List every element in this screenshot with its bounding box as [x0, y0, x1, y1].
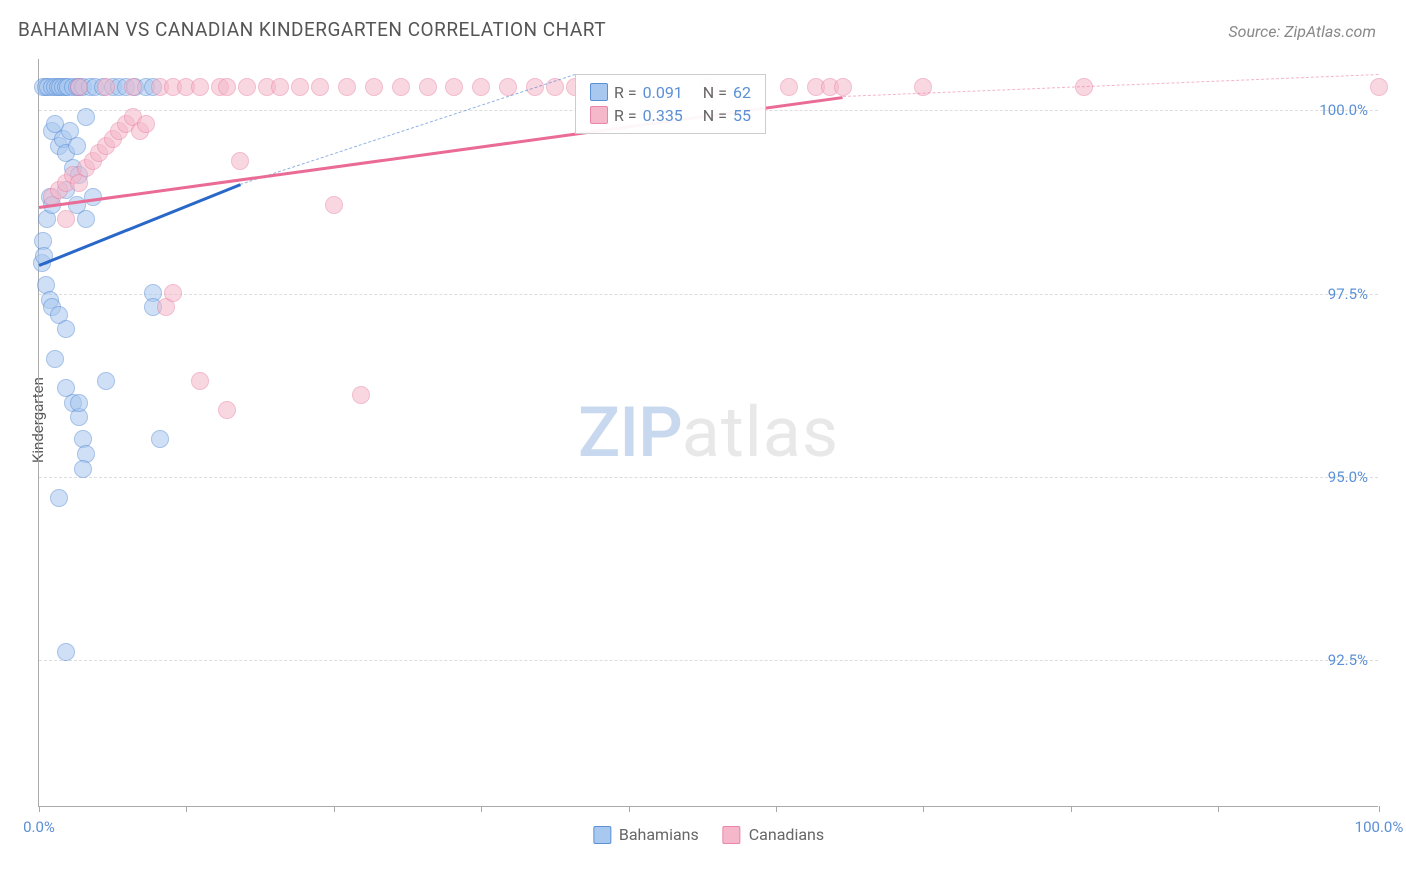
x-tick	[923, 806, 924, 812]
y-tick-label: 97.5%	[1328, 285, 1368, 303]
series-name: Canadians	[749, 825, 824, 844]
legend-swatch	[590, 83, 608, 101]
series-legend-item: Canadians	[723, 825, 824, 844]
stats-legend-row: R = 0.335 N = 55	[590, 104, 751, 127]
data-point	[291, 78, 309, 96]
data-point	[311, 78, 329, 96]
data-point	[164, 284, 182, 302]
data-point	[1370, 78, 1388, 96]
legend-swatch	[593, 826, 611, 844]
data-point	[97, 78, 115, 96]
data-point	[74, 460, 92, 478]
watermark-zip: ZIP	[578, 392, 682, 474]
legend-swatch	[723, 826, 741, 844]
stats-legend-row: R = 0.091 N = 62	[590, 81, 751, 104]
data-point	[137, 115, 155, 133]
x-tick	[1379, 806, 1380, 812]
r-label: R =	[614, 106, 637, 125]
stats-legend: R = 0.091 N = 62 R = 0.335 N = 55	[575, 74, 766, 134]
data-point	[472, 78, 490, 96]
series-name: Bahamians	[619, 825, 699, 844]
data-point	[77, 108, 95, 126]
r-value: 0.091	[643, 83, 683, 102]
x-tick	[1071, 806, 1072, 812]
chart-container: Kindergarten ZIPatlas 92.5%95.0%97.5%100…	[0, 49, 1406, 859]
data-point	[325, 196, 343, 214]
data-point	[124, 78, 142, 96]
data-point	[68, 137, 86, 155]
data-point	[191, 372, 209, 390]
x-tick	[776, 806, 777, 812]
data-point	[151, 430, 169, 448]
x-tick-label: 0.0%	[23, 818, 55, 836]
chart-header: BAHAMIAN VS CANADIAN KINDERGARTEN CORREL…	[0, 0, 1406, 49]
data-point	[445, 78, 463, 96]
series-legend: Bahamians Canadians	[593, 825, 824, 844]
data-point	[238, 78, 256, 96]
y-tick-label: 100.0%	[1319, 101, 1368, 119]
data-point	[392, 78, 410, 96]
data-point	[834, 78, 852, 96]
data-point	[46, 350, 64, 368]
data-point	[57, 643, 75, 661]
data-point	[780, 78, 798, 96]
data-point	[50, 489, 68, 507]
data-point	[97, 372, 115, 390]
plot-area: ZIPatlas 92.5%95.0%97.5%100.0%0.0%100.0%…	[38, 59, 1378, 807]
gridline	[39, 660, 1378, 661]
n-label: N =	[703, 83, 727, 102]
data-point	[70, 394, 88, 412]
n-label: N =	[703, 106, 727, 125]
source-label: Source: ZipAtlas.com	[1228, 22, 1376, 41]
data-point	[77, 210, 95, 228]
x-tick	[629, 806, 630, 812]
data-point	[191, 78, 209, 96]
x-tick	[186, 806, 187, 812]
data-point	[57, 320, 75, 338]
data-point	[338, 78, 356, 96]
x-tick	[39, 806, 40, 812]
n-value: 62	[733, 83, 751, 102]
watermark-atlas: atlas	[682, 392, 839, 474]
n-value: 55	[733, 106, 751, 125]
gridline	[39, 294, 1378, 295]
y-tick-label: 92.5%	[1328, 651, 1368, 669]
x-tick	[334, 806, 335, 812]
data-point	[365, 78, 383, 96]
r-value: 0.335	[643, 106, 683, 125]
legend-swatch	[590, 106, 608, 124]
y-tick-label: 95.0%	[1328, 468, 1368, 486]
data-point	[271, 78, 289, 96]
data-point	[231, 152, 249, 170]
r-label: R =	[614, 83, 637, 102]
data-point	[70, 78, 88, 96]
data-point	[419, 78, 437, 96]
gridline	[39, 477, 1378, 478]
data-point	[218, 401, 236, 419]
x-tick-label: 100.0%	[1355, 818, 1404, 836]
chart-title: BAHAMIAN VS CANADIAN KINDERGARTEN CORREL…	[18, 18, 606, 41]
data-point	[57, 210, 75, 228]
data-point	[352, 386, 370, 404]
watermark: ZIPatlas	[578, 392, 839, 474]
x-tick	[481, 806, 482, 812]
data-point	[218, 78, 236, 96]
series-legend-item: Bahamians	[593, 825, 699, 844]
x-tick	[1218, 806, 1219, 812]
